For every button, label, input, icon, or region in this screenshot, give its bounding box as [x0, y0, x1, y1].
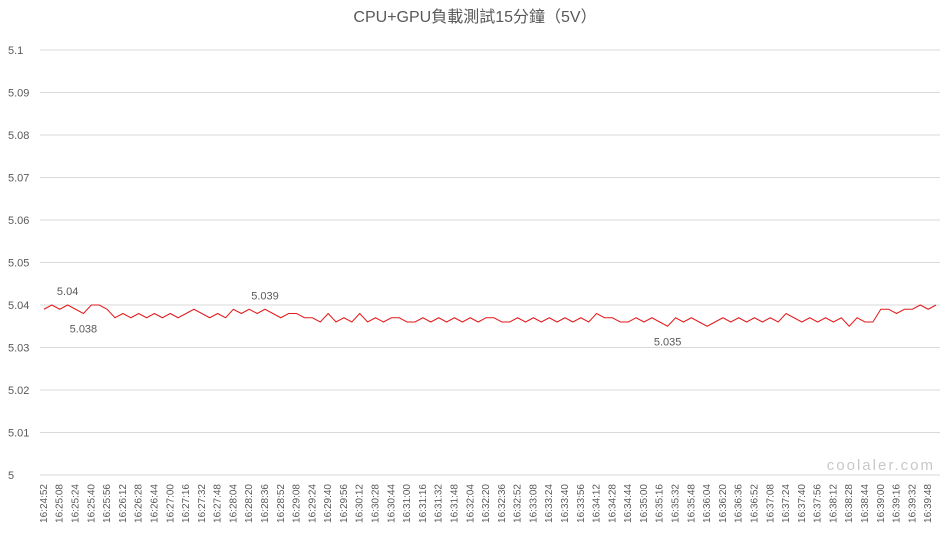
x-tick-label: 16:29:24 [307, 484, 318, 523]
x-tick-label: 16:28:20 [244, 484, 255, 523]
x-tick-label: 16:39:48 [923, 484, 934, 523]
y-tick-label: 5.09 [8, 88, 29, 100]
y-tick-label: 5.03 [8, 343, 29, 355]
x-tick-label: 16:37:40 [797, 484, 808, 523]
line-series [43, 304, 937, 327]
x-tick-label: 16:25:40 [86, 484, 97, 523]
x-tick-label: 16:35:00 [639, 484, 650, 523]
x-tick-label: 16:33:56 [576, 484, 587, 523]
x-tick-label: 16:28:36 [260, 484, 271, 523]
watermark: coolaler.com [827, 457, 935, 474]
x-tick-label: 16:32:04 [465, 484, 476, 523]
x-tick-label: 16:27:32 [197, 484, 208, 523]
x-tick-label: 16:39:32 [907, 484, 918, 523]
x-tick-label: 16:29:08 [292, 484, 303, 523]
x-tick-label: 16:27:48 [213, 484, 224, 523]
x-tick-label: 16:32:52 [513, 484, 524, 523]
x-tick-label: 16:37:08 [765, 484, 776, 523]
x-tick-label: 16:25:08 [55, 484, 66, 523]
x-tick-label: 16:36:52 [749, 484, 760, 523]
x-tick-label: 16:31:32 [434, 484, 445, 523]
x-tick-label: 16:31:00 [402, 484, 413, 523]
x-tick-label: 16:26:28 [134, 484, 145, 523]
x-tick-label: 16:24:52 [39, 484, 50, 523]
x-tick-label: 16:30:28 [371, 484, 382, 523]
y-tick-label: 5.01 [8, 428, 29, 440]
x-tick-label: 16:30:44 [386, 484, 397, 523]
x-tick-label: 16:25:56 [102, 484, 113, 523]
x-tick-label: 16:26:12 [118, 484, 129, 523]
x-tick-label: 16:33:24 [544, 484, 555, 523]
x-tick-label: 16:37:24 [781, 484, 792, 523]
x-tick-label: 16:36:20 [718, 484, 729, 523]
x-tick-label: 16:31:48 [449, 484, 460, 523]
x-tick-label: 16:29:40 [323, 484, 334, 523]
x-tick-label: 16:32:20 [481, 484, 492, 523]
data-label: 5.039 [251, 290, 279, 302]
y-tick-label: 5.05 [8, 258, 29, 270]
x-tick-label: 16:27:16 [181, 484, 192, 523]
y-tick-label: 5.08 [8, 130, 29, 142]
x-tick-label: 16:32:36 [497, 484, 508, 523]
x-tick-label: 16:31:16 [418, 484, 429, 523]
x-tick-label: 16:37:56 [813, 484, 824, 523]
x-tick-label: 16:28:04 [228, 484, 239, 523]
data-label: 5.038 [70, 324, 98, 336]
x-tick-label: 16:39:16 [892, 484, 903, 523]
x-tick-label: 16:38:44 [860, 484, 871, 523]
x-tick-label: 16:25:24 [71, 484, 82, 523]
x-tick-label: 16:27:00 [165, 484, 176, 523]
data-label: 5.035 [654, 336, 682, 348]
x-tick-label: 16:35:32 [671, 484, 682, 523]
y-tick-label: 5.1 [8, 45, 23, 57]
x-tick-label: 16:36:04 [702, 484, 713, 523]
x-tick-label: 16:33:40 [560, 484, 571, 523]
x-tick-label: 16:38:12 [828, 484, 839, 523]
x-tick-label: 16:30:12 [355, 484, 366, 523]
chart-title: CPU+GPU負載測試15分鐘（5V） [353, 8, 596, 26]
data-label: 5.04 [57, 286, 78, 298]
x-tick-label: 16:35:48 [686, 484, 697, 523]
x-tick-label: 16:38:28 [844, 484, 855, 523]
x-tick-label: 16:39:00 [876, 484, 887, 523]
x-tick-label: 16:34:12 [592, 484, 603, 523]
y-tick-label: 5.04 [8, 300, 29, 312]
y-tick-label: 5.02 [8, 385, 29, 397]
y-tick-label: 5.07 [8, 173, 29, 185]
y-tick-label: 5 [8, 470, 14, 482]
x-tick-label: 16:28:52 [276, 484, 287, 523]
x-tick-label: 16:34:28 [607, 484, 618, 523]
x-tick-label: 16:29:56 [339, 484, 350, 523]
x-tick-label: 16:26:44 [149, 484, 160, 523]
x-tick-label: 16:34:44 [623, 484, 634, 523]
y-tick-label: 5.06 [8, 215, 29, 227]
x-tick-label: 16:33:08 [528, 484, 539, 523]
x-tick-label: 16:35:16 [655, 484, 666, 523]
x-tick-label: 16:36:36 [734, 484, 745, 523]
